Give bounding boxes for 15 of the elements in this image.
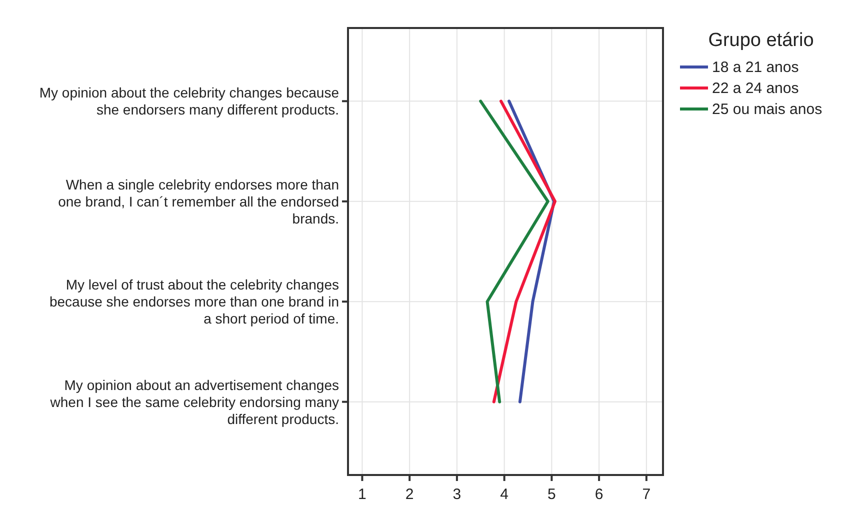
y-tick-label: When a single celebrity endorses more than one brand, I can´t remember all the endorsed brands. (58, 176, 339, 226)
x-tick-label: 2 (405, 486, 414, 503)
x-tick-label: 4 (500, 486, 508, 503)
legend-label: 25 ou mais anos (712, 101, 822, 118)
x-tick-label: 3 (452, 486, 462, 503)
legend-title: Grupo etário (708, 30, 814, 51)
x-tick-label: 7 (642, 486, 651, 503)
y-tick-label: My level of trust about the celebrity changes because she endorses more than one brand in a short period of time. (49, 276, 339, 327)
legend-label: 22 a 24 anos (712, 80, 799, 97)
x-tick-label: 6 (594, 486, 604, 503)
y-tick-label: My opinion about an advertisement changes when I see the same celebrity endorsing many different products. (49, 376, 339, 427)
y-tick-label: My opinion about the celebrity changes because she endorsers many different products. (39, 84, 340, 118)
x-tick-label: 1 (358, 486, 366, 503)
legend-label: 18 a 21 anos (712, 59, 799, 76)
x-tick-label: 5 (548, 486, 556, 503)
